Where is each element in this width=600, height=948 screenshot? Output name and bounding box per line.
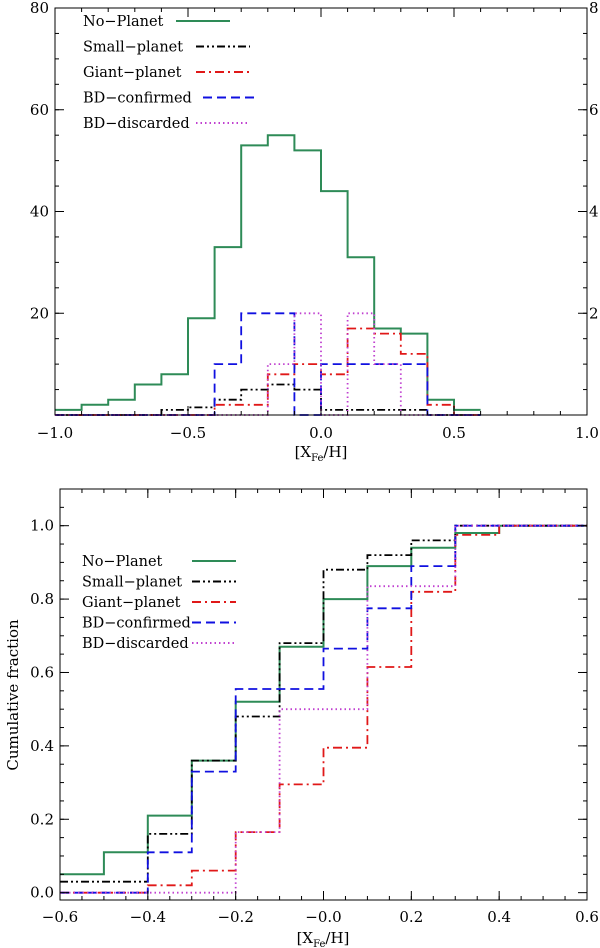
legend-label-top-bd-discarded: BD−discarded	[83, 116, 190, 132]
cumulative-series-no-planet	[60, 524, 587, 876]
x-tick-label-top: −1.0	[37, 424, 73, 442]
x-tick-label-bottom: −0.6	[42, 908, 78, 926]
legend-label-bottom-bd-confirmed: BD−confirmed	[82, 616, 191, 632]
x-tick-label-top: 0.0	[309, 424, 333, 442]
legend-label-top-no-planet: No−Planet	[83, 14, 164, 30]
legend-label-bottom-giant-planet: Giant−planet	[82, 595, 181, 611]
x-tick-label-bottom: 0.6	[575, 908, 599, 926]
x-tick-label-top: 1.0	[575, 424, 599, 442]
y-tick-label-bottom: 0.6	[30, 663, 54, 681]
y-tick-label-bottom: 0.4	[30, 737, 54, 755]
panel-histogram: −1.0 −0.5 0.0 0.5 1.0 20 40 60 80 2 4 6 8 No−Planet S…	[30, 0, 599, 464]
hist-series-no-planet	[55, 134, 481, 411]
cumulative-series-bd-discarded	[60, 524, 587, 894]
y2-tick-label-top: 4	[589, 203, 599, 221]
y-tick-label-top: 60	[30, 101, 49, 119]
y-tick-label-bottom: 0.0	[30, 884, 54, 902]
plot-frame-bottom	[59, 488, 588, 901]
legend-label-top-small-planet: Small−planet	[83, 40, 183, 56]
hist-series-bd-confirmed	[55, 312, 481, 416]
legend-bottom: No−Planet Small−planet Giant−planet BD−conf…	[82, 554, 236, 652]
x-tick-label-bottom: −0.0	[305, 908, 341, 926]
x-axis-title-top: [XFe/H]	[295, 443, 348, 464]
legend-label-top-giant-planet: Giant−planet	[83, 65, 182, 81]
y-tick-label-bottom: 0.2	[30, 810, 54, 828]
x-tick-label-bottom: 0.4	[487, 908, 511, 926]
axis-ticks-top: −1.0 −0.5 0.0 0.5 1.0 20 40 60 80 2 4 6 8	[30, 0, 599, 442]
y-tick-label-top: 40	[30, 203, 49, 221]
y-tick-label-top: 80	[30, 0, 49, 17]
y2-tick-label-top: 8	[589, 0, 599, 17]
histogram-series-group	[55, 134, 481, 416]
panel-cumulative: −0.6 −0.4 −0.2 −0.0 0.2 0.4 0.6 0.0 0.2 0.4 0.6 0.8…	[4, 488, 599, 948]
y-tick-label-top: 20	[30, 304, 49, 322]
x-axis-title-bottom: [XFe/H]	[297, 929, 350, 948]
cumulative-series-giant-planet	[60, 524, 587, 894]
hist-series-giant-planet	[55, 327, 481, 416]
legend-top: No−Planet Small−planet Giant−planet BD−conf…	[83, 14, 257, 132]
cumulative-series-group	[60, 524, 587, 894]
y-axis-title-bottom: Cumulative fraction	[4, 619, 22, 771]
x-tick-label-bottom: 0.2	[399, 908, 423, 926]
legend-label-bottom-no-planet: No−Planet	[82, 554, 163, 570]
y2-tick-label-top: 6	[589, 101, 599, 119]
y-tick-label-bottom: 0.8	[30, 590, 54, 608]
y2-tick-label-top: 2	[589, 304, 599, 322]
x-tick-label-top: −0.5	[170, 424, 206, 442]
x-tick-label-top: 0.5	[442, 424, 466, 442]
axis-ticks-bottom: −0.6 −0.4 −0.2 −0.0 0.2 0.4 0.6 0.0 0.2 0.4 0.6 0.8…	[30, 489, 599, 926]
x-tick-label-bottom: −0.4	[130, 908, 166, 926]
y-tick-label-bottom: 1.0	[30, 517, 54, 535]
x-tick-label-bottom: −0.2	[217, 908, 253, 926]
legend-label-top-bd-confirmed: BD−confirmed	[83, 91, 192, 107]
legend-label-bottom-small-planet: Small−planet	[82, 575, 182, 591]
legend-label-bottom-bd-discarded: BD−discarded	[82, 636, 189, 652]
